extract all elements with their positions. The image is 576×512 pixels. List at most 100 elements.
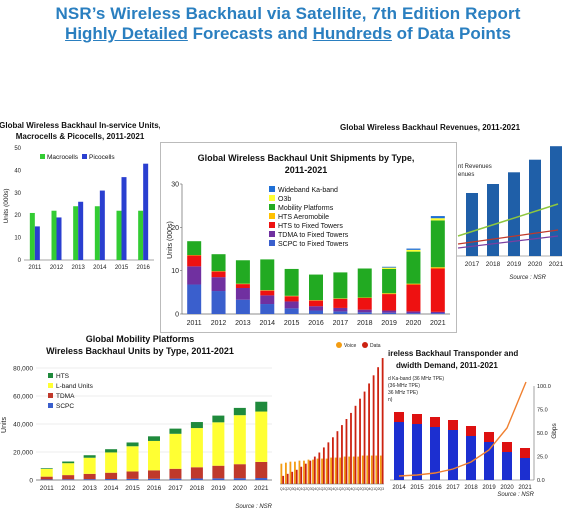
shipments-legend-label: O3b (278, 196, 291, 203)
voice-data-xtick: Q4 (348, 487, 353, 491)
transponder-legend-label: (36-MHz TPE) (388, 383, 420, 389)
bar-data (304, 463, 307, 484)
bar-data (332, 437, 334, 484)
bar-data (291, 471, 294, 484)
transponder-xtick: 2021 (518, 485, 532, 491)
bar-voice (334, 457, 337, 484)
bar-data (318, 452, 321, 484)
inservice-xtick: 2013 (71, 265, 85, 270)
bar-segment (430, 220, 445, 268)
mobility-xtick: 2017 (168, 485, 183, 492)
bar-voice (312, 459, 314, 484)
bar-segment (430, 313, 445, 314)
legend-label-picocells: Picocells (89, 154, 115, 161)
transponder-legend-label: d Ka-band (36 MHz TPE) (388, 376, 444, 382)
bar-segment (309, 274, 323, 301)
bar-data (322, 447, 325, 484)
bar-segment (406, 249, 421, 252)
transponder-bar-red (520, 448, 530, 458)
revenues-line-purple (457, 235, 559, 249)
transponder-xtick: 2019 (482, 485, 496, 491)
transponder-bar (448, 430, 458, 480)
bar-segment (382, 293, 397, 295)
bar-segment (126, 446, 139, 472)
bar-segment (211, 271, 226, 278)
bar-segment (406, 284, 421, 312)
bar-macrocells (73, 206, 79, 260)
revenues-legend-1: nt Revenues (458, 164, 492, 170)
shipments-ylabel: Units (000s) (167, 221, 174, 259)
chart-inservice-units: Global Wireless Backhaul In-service Unit… (0, 121, 160, 270)
bar-segment (430, 311, 445, 314)
bar-segment (105, 449, 118, 453)
bar-voice (361, 455, 364, 484)
bar-segment (187, 241, 202, 256)
bar-segment (105, 479, 118, 480)
mobility-ytick: 40,000 (13, 422, 33, 429)
bar-segment (309, 300, 323, 307)
bar-segment (382, 294, 397, 311)
mobility-xtick: 2016 (147, 485, 162, 492)
shipments-xtick: 2021 (430, 320, 446, 327)
bar-voice (325, 458, 328, 484)
bar-data (368, 383, 370, 484)
legend-label-macrocells: Macrocells (47, 154, 79, 161)
bar-voice (352, 456, 355, 484)
bar-segment (233, 407, 246, 416)
shipments-xtick: 2019 (381, 320, 397, 327)
bar-segment (62, 461, 75, 464)
voice-data-xtick: Q2 (357, 487, 362, 491)
bar-macrocells (29, 212, 35, 260)
shipments-legend-label: Wideband Ka-band (278, 187, 338, 194)
mobility-xtick: 2013 (82, 485, 97, 492)
bar-voice (379, 455, 382, 484)
voice-data-xtick: Q2 (321, 487, 326, 491)
bar-segment (211, 291, 226, 314)
bar-voice (289, 461, 292, 484)
bar-segment (40, 476, 53, 480)
voice-data-xtick: Q4 (312, 487, 317, 491)
transponder-bar-red (430, 417, 440, 427)
transponder-bar-red (412, 414, 422, 424)
bar-segment (284, 308, 299, 314)
bar-segment (126, 442, 139, 447)
bar-segment (83, 473, 96, 480)
shipments-legend-label: TDMA to Fixed Towers (278, 232, 349, 239)
bar-segment (406, 283, 421, 285)
bar-segment (40, 479, 53, 480)
mobility-legend-label: TDMA (56, 393, 75, 400)
inservice-xtick: 2016 (136, 265, 150, 270)
bar-segment (212, 465, 225, 479)
shipments-ytick: 30 (171, 182, 179, 189)
bar-segment (148, 470, 160, 479)
bar-segment (406, 248, 421, 250)
report-title: NSR’s Wireless Backhaul via Satellite, 7… (55, 4, 521, 23)
voice-data-xtick: Q1 (352, 487, 357, 491)
bar-segment (260, 304, 275, 314)
bar-voice (321, 458, 323, 484)
bar-data (295, 469, 298, 484)
mobility-title-1: Global Mobility Platforms (86, 334, 195, 344)
bar-voice (307, 459, 310, 484)
bar-segment (382, 310, 397, 313)
bar-voice (375, 455, 378, 484)
bar-picocells (34, 226, 40, 260)
bar-segment (255, 411, 268, 462)
bar-data (336, 431, 339, 484)
bar-segment (382, 312, 397, 314)
bar-segment (406, 251, 421, 284)
legend-swatch (269, 213, 275, 219)
bar-voice (370, 455, 373, 484)
revenues-xtick: 2020 (528, 261, 543, 268)
transponder-bar-red (394, 412, 404, 422)
transponder-source: Source : NSR (497, 492, 534, 498)
shipments-xtick: 2018 (357, 320, 373, 327)
mobility-legend-label: L-band Units (56, 383, 94, 390)
transponder-legend-label: 36 MHz TPE) (388, 390, 418, 396)
bar-segment (255, 478, 268, 480)
bar-data (327, 442, 330, 484)
bar-segment (212, 415, 225, 423)
bar-segment (430, 216, 445, 219)
bar-segment (260, 259, 275, 291)
bar-segment (62, 475, 75, 480)
